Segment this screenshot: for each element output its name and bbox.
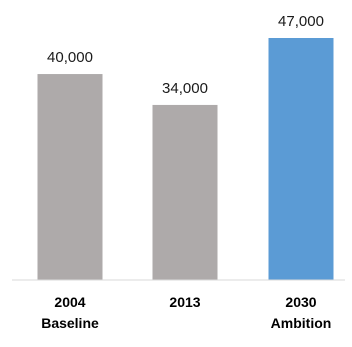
labels-layer: 40,000 34,000 47,000 [47, 13, 324, 97]
bar-1 [152, 104, 218, 280]
bar-0 [37, 74, 103, 280]
category-label-2-line-1: Ambition [271, 315, 332, 331]
bars-layer [37, 38, 334, 280]
data-label-1: 34,000 [162, 80, 208, 97]
bar-2 [268, 38, 334, 280]
category-label-2-line-0: 2030 [285, 294, 316, 310]
categories-layer: 2004 Baseline 2013 2030 Ambition [41, 294, 331, 331]
category-label-0-line-1: Baseline [41, 315, 99, 331]
category-label-0-line-0: 2004 [54, 294, 85, 310]
category-label-1-line-0: 2013 [169, 294, 200, 310]
data-label-0: 40,000 [47, 49, 93, 66]
data-label-2: 47,000 [278, 13, 324, 30]
